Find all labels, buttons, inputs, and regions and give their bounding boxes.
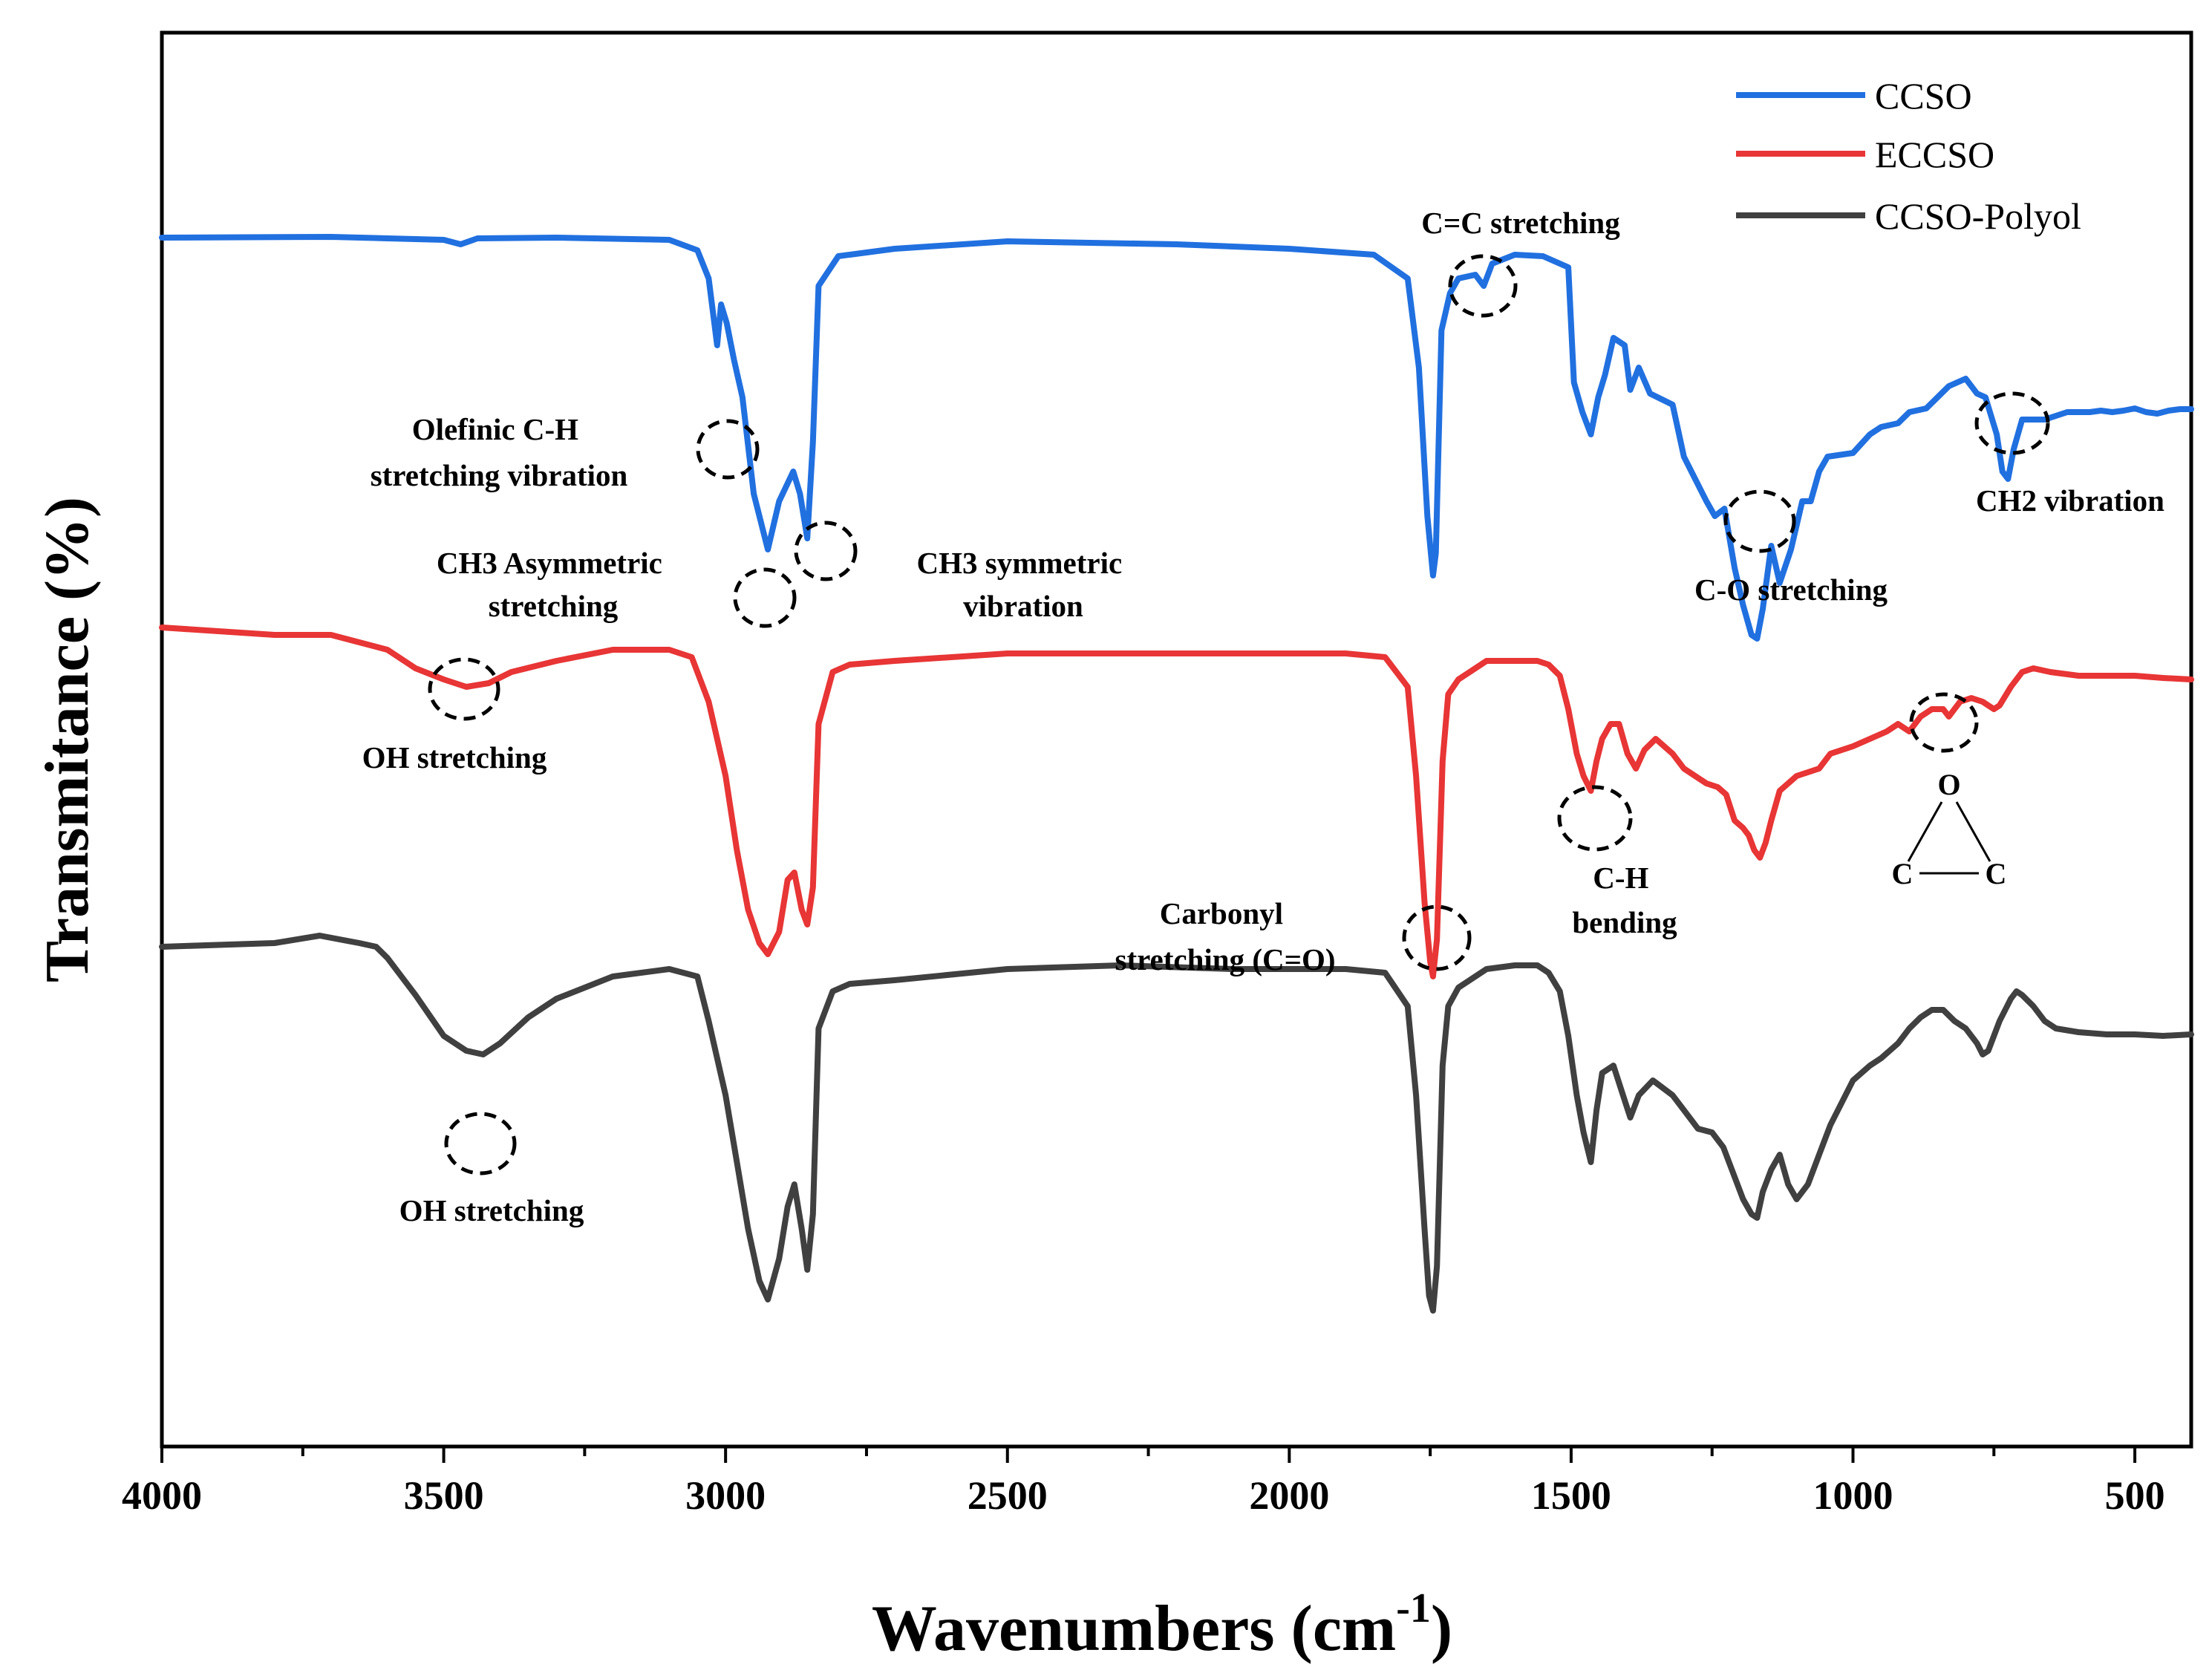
annotation-ch3-asym-line1: CH3 Asymmetric xyxy=(437,546,662,580)
legend-label-eccso: ECCSO xyxy=(1875,134,1994,175)
epoxide-bond-left xyxy=(1907,801,1943,862)
epoxide-c-right: C xyxy=(1986,857,2007,890)
epoxide-c-left: C xyxy=(1892,857,1914,890)
annotation-carbonyl-line1: Carbonyl xyxy=(1160,896,1283,930)
circle-cc-stretch xyxy=(1448,254,1518,318)
x-tick-label: 3500 xyxy=(404,1473,484,1518)
circle-ch3-sym xyxy=(794,521,858,581)
annotation-olefinic-ch-line2: stretching vibration xyxy=(371,458,628,492)
circle-oh-eccso xyxy=(428,657,500,721)
annotation-ch3-asym-line2: stretching xyxy=(489,589,619,623)
annotation-olefinic-ch-line1: Olefinic C-H xyxy=(412,412,578,446)
legend-label-ccso-polyol: CCSO-Polyol xyxy=(1875,195,2081,237)
annotation-co-stretch: C-O stretching xyxy=(1694,573,1888,607)
epoxide-o: O xyxy=(1937,768,1960,801)
x-axis-title: Wavenumbers (cm-1) xyxy=(872,1585,1452,1665)
x-axis-title-superscript: -1 xyxy=(1396,1585,1431,1631)
y-axis-title: Transmitance (%) xyxy=(33,497,102,982)
annotations: Olefinic C-H stretching vibration CH3 As… xyxy=(362,206,2165,1227)
series-line-ccso-polyol xyxy=(159,933,2194,1314)
x-tick-label: 1500 xyxy=(1531,1473,1611,1518)
annotation-ch3-sym-line2: vibration xyxy=(963,589,1083,623)
annotation-circles xyxy=(428,254,2050,1175)
circle-carbonyl xyxy=(1402,904,1472,971)
annotation-carbonyl-line2: stretching (C=O) xyxy=(1115,942,1335,976)
annotation-olefinic-ch: Olefinic C-H stretching vibration xyxy=(371,412,628,492)
legend: CCSO ECCSO CCSO-Polyol xyxy=(1736,75,2081,237)
circle-oh-polyol xyxy=(444,1112,517,1175)
circle-ch-bending xyxy=(1557,785,1633,852)
series-line-eccso xyxy=(159,624,2194,979)
x-axis-title-close: ) xyxy=(1431,1593,1452,1665)
annotation-oh-eccso: OH stretching xyxy=(362,740,547,774)
circle-ch3-asym xyxy=(733,567,797,628)
annotation-ch2-vibration: CH2 vibration xyxy=(1976,483,2164,518)
x-tick-label: 4000 xyxy=(122,1473,202,1518)
annotation-ch3-asym: CH3 Asymmetric stretching xyxy=(437,546,670,623)
series-layer xyxy=(159,234,2194,1314)
epoxide-bond-right xyxy=(1955,801,1991,862)
circle-co-stretch xyxy=(1723,489,1796,553)
x-tick-label: 3000 xyxy=(685,1473,766,1518)
annotation-ch-bending-line1: C-H xyxy=(1593,861,1648,895)
annotation-cc-stretch: C=C stretching xyxy=(1421,206,1620,240)
x-tick-label: 500 xyxy=(2105,1473,2165,1518)
legend-label-ccso: CCSO xyxy=(1875,75,1972,117)
x-tick-label: 2000 xyxy=(1249,1473,1329,1518)
annotation-ch-bending: C-H bending xyxy=(1572,861,1677,939)
x-tick-label: 1000 xyxy=(1813,1473,1893,1518)
annotation-ch3-sym-line1: CH3 symmetric xyxy=(917,546,1123,580)
x-axis-ticks: 4000 3500 3000 2500 2000 1500 1000 500 xyxy=(122,1447,2165,1518)
circle-olefinic-ch xyxy=(696,419,760,480)
x-tick-label: 2500 xyxy=(968,1473,1048,1518)
epoxide-ring-structure: O C C xyxy=(1892,768,2007,890)
circle-ch2-vibration xyxy=(1974,391,2050,455)
plot-frame xyxy=(160,30,2193,1449)
annotation-carbonyl: Carbonyl stretching (C=O) xyxy=(1115,896,1335,976)
circle-epoxide xyxy=(1909,692,1979,753)
annotation-ch3-sym: CH3 symmetric vibration xyxy=(917,546,1130,623)
annotation-oh-polyol: OH stretching xyxy=(399,1193,584,1227)
x-axis-title-main: Wavenumbers (cm xyxy=(872,1593,1396,1665)
series-line-ccso xyxy=(159,234,2194,642)
annotation-ch-bending-line2: bending xyxy=(1572,905,1677,939)
